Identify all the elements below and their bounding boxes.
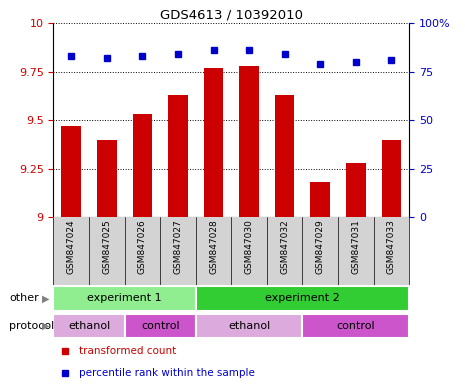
Bar: [239, 66, 259, 217]
Text: GSM847030: GSM847030: [245, 219, 253, 274]
Text: other: other: [9, 293, 39, 303]
Text: ▶: ▶: [42, 321, 49, 331]
Text: ethanol: ethanol: [228, 321, 270, 331]
Bar: [346, 163, 365, 217]
Text: GSM847029: GSM847029: [316, 219, 325, 274]
Text: GSM847025: GSM847025: [102, 219, 111, 274]
Bar: [275, 95, 294, 217]
Text: GSM847024: GSM847024: [67, 219, 76, 274]
Bar: [302, 314, 409, 338]
Text: protocol: protocol: [9, 321, 54, 331]
Text: GSM847027: GSM847027: [173, 219, 182, 274]
Text: percentile rank within the sample: percentile rank within the sample: [79, 368, 255, 378]
Bar: [311, 182, 330, 217]
Bar: [382, 140, 401, 217]
Text: GSM847033: GSM847033: [387, 219, 396, 274]
Bar: [133, 114, 152, 217]
Text: ▶: ▶: [42, 293, 49, 303]
Text: experiment 1: experiment 1: [87, 293, 162, 303]
Bar: [196, 314, 302, 338]
Bar: [125, 314, 196, 338]
Bar: [61, 126, 81, 217]
Bar: [53, 286, 196, 311]
Text: GSM847031: GSM847031: [352, 219, 360, 274]
Text: GSM847028: GSM847028: [209, 219, 218, 274]
Text: transformed count: transformed count: [79, 346, 176, 356]
Text: control: control: [337, 321, 375, 331]
Text: experiment 2: experiment 2: [265, 293, 340, 303]
Bar: [97, 140, 117, 217]
Title: GDS4613 / 10392010: GDS4613 / 10392010: [160, 9, 303, 22]
Bar: [53, 314, 125, 338]
Text: GSM847032: GSM847032: [280, 219, 289, 274]
Bar: [168, 95, 188, 217]
Text: control: control: [141, 321, 179, 331]
Text: ethanol: ethanol: [68, 321, 110, 331]
Bar: [196, 286, 409, 311]
Bar: [204, 68, 223, 217]
Text: GSM847026: GSM847026: [138, 219, 147, 274]
